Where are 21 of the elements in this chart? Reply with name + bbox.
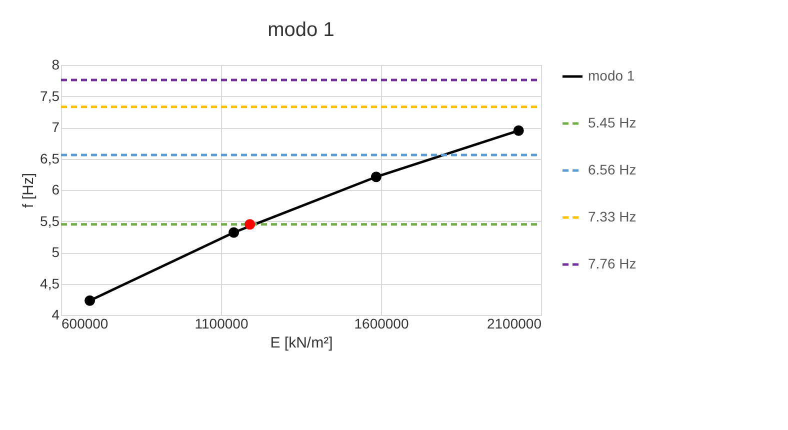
y-tick-label: 6,5 — [40, 150, 60, 166]
y-tick-label: 7 — [52, 119, 60, 135]
x-tick-label: 1600000 — [354, 316, 409, 332]
chart-title: modo 1 — [268, 19, 334, 41]
x-tick-label: 1100000 — [194, 316, 248, 332]
legend-label: 6.56 Hz — [588, 162, 636, 178]
y-axis-title: f [Hz] — [20, 172, 38, 208]
y-tick-label: 7,5 — [40, 88, 60, 104]
y-tick-label: 4 — [52, 306, 60, 322]
legend-label: 7.76 Hz — [588, 256, 636, 272]
y-tick-label: 5 — [52, 244, 60, 260]
x-tick-label: 600000 — [62, 316, 108, 332]
legend-label: 5.45 Hz — [588, 114, 636, 130]
legend-label: 7.33 Hz — [588, 208, 636, 224]
y-tick-label: 8 — [52, 56, 60, 72]
y-tick-label: 6 — [52, 182, 60, 198]
x-tick-label: 2100000 — [486, 316, 542, 332]
y-tick-label: 4,5 — [40, 275, 60, 292]
y-tick-label: 5,5 — [40, 212, 60, 229]
legend-label: modo 1 — [588, 68, 635, 84]
x-axis-title: E [kN/m²] — [270, 334, 333, 352]
